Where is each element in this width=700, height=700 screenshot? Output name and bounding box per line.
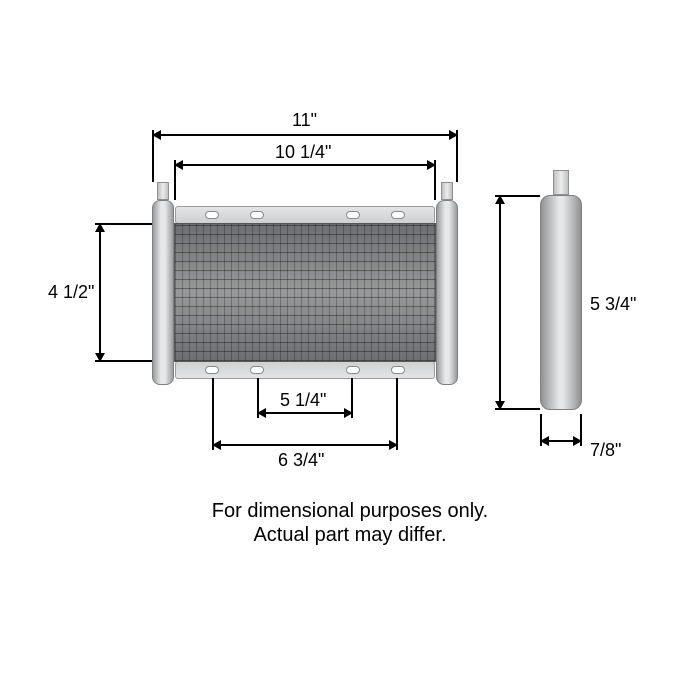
- mount-hole: [391, 366, 405, 374]
- arrow: [257, 408, 266, 418]
- arrow: [344, 408, 353, 418]
- mount-hole: [391, 211, 405, 219]
- arrow: [95, 353, 105, 362]
- mount-hole: [205, 211, 219, 219]
- label-core-height: 4 1/2": [48, 282, 94, 303]
- mount-hole: [250, 366, 264, 374]
- side-nipple: [553, 170, 569, 195]
- dim-line-side-height: [499, 203, 501, 402]
- arrow: [152, 130, 161, 140]
- nipple-right: [441, 182, 453, 200]
- label-overall-width: 11": [292, 110, 317, 131]
- side-tube: [540, 195, 582, 410]
- dim-line-core-height: [99, 231, 101, 354]
- label-side-width: 7/8": [590, 440, 621, 461]
- caption-line-1: For dimensional purposes only.: [0, 500, 700, 523]
- mount-hole: [346, 366, 360, 374]
- arrow: [427, 160, 436, 170]
- mount-hole: [205, 366, 219, 374]
- dim-line-core-width: [182, 164, 428, 166]
- arrow: [573, 436, 582, 446]
- label-side-height: 5 3/4": [590, 294, 636, 315]
- end-tube-left: [152, 200, 174, 385]
- arrow: [174, 160, 183, 170]
- label-core-width: 10 1/4": [275, 142, 331, 163]
- arrow: [449, 130, 458, 140]
- arrow: [389, 440, 398, 450]
- caption-line-2: Actual part may differ.: [0, 524, 700, 547]
- dim-line-side-width: [548, 440, 574, 442]
- mount-hole: [250, 211, 264, 219]
- arrow: [95, 223, 105, 232]
- arrow: [540, 436, 549, 446]
- nipple-left: [157, 182, 169, 200]
- diagram-stage: 11" 10 1/4" 4 1/2" 5 1/4" 6 3/4" 5 3/4" …: [0, 0, 700, 700]
- arrow: [212, 440, 221, 450]
- end-tube-right: [436, 200, 458, 385]
- dim-line-mount-inner: [265, 412, 345, 414]
- dim-line-mount-outer: [220, 444, 390, 446]
- label-mount-inner: 5 1/4": [280, 390, 326, 411]
- dim-line-overall-width: [160, 134, 450, 136]
- mount-hole: [346, 211, 360, 219]
- arrow: [495, 401, 505, 410]
- fin-core: [174, 223, 436, 362]
- arrow: [495, 195, 505, 204]
- label-mount-outer: 6 3/4": [278, 450, 324, 471]
